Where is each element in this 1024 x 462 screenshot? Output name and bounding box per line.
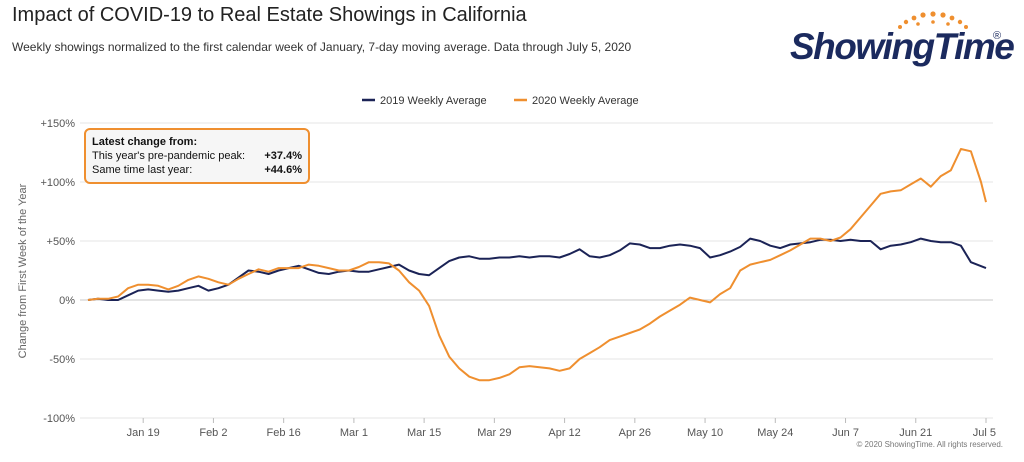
x-tick-label: Mar 1: [340, 427, 368, 439]
y-tick-label: +100%: [40, 177, 75, 189]
logo-sunburst-icon: [898, 11, 968, 29]
callout-row-label: This year's pre-pandemic peak:: [92, 150, 246, 162]
x-tick-label: Jun 21: [899, 427, 932, 439]
callout-row: This year's pre-pandemic peak: +37.4%: [92, 149, 302, 163]
callout-row-value: +37.4%: [264, 150, 302, 162]
showingtime-logo: ShowingTime ®: [790, 10, 1015, 72]
x-tick-label: Feb 2: [199, 427, 227, 439]
x-tick-label: May 24: [757, 427, 793, 439]
callout-row: Same time last year: +44.6%: [92, 163, 302, 177]
latest-change-callout: Latest change from: This year's pre-pand…: [84, 128, 310, 184]
legend-label: 2019 Weekly Average: [380, 95, 487, 107]
y-tick-label: -100%: [43, 413, 75, 425]
x-tick-label: Jan 19: [127, 427, 160, 439]
x-tick-label: Jun 7: [832, 427, 859, 439]
chart-subtitle: Weekly showings normalized to the first …: [12, 40, 632, 54]
x-tick-label: Apr 12: [548, 427, 580, 439]
logo-wordmark: ShowingTime: [790, 26, 1015, 67]
copyright-text: © 2020 ShowingTime. All rights reserved.: [856, 440, 1003, 449]
chart-legend: 2019 Weekly Average 2020 Weekly Average: [362, 95, 639, 107]
y-axis-ticks: +150% +100% +50% 0% -50% -100%: [40, 118, 75, 425]
logo-registered-mark: ®: [993, 30, 1002, 42]
y-tick-label: 0%: [59, 295, 75, 307]
chart-series: [87, 148, 987, 382]
x-tick-label: Mar 15: [407, 427, 441, 439]
x-axis-ticks: Jan 19 Feb 2 Feb 16 Mar 1 Mar 15 Mar 29 Apr 12…: [127, 418, 996, 439]
x-tick-label: May 10: [687, 427, 723, 439]
x-tick-label: Feb 16: [267, 427, 301, 439]
chart-title: Impact of COVID-19 to Real Estate Showin…: [12, 4, 527, 26]
series-2019-line: [87, 237, 987, 301]
x-tick-label: Mar 29: [477, 427, 511, 439]
callout-row-value: +44.6%: [264, 164, 302, 176]
legend-label: 2020 Weekly Average: [532, 95, 639, 107]
callout-row-label: Same time last year:: [92, 164, 193, 176]
x-tick-label: Jul 5: [973, 427, 996, 439]
y-axis-title: Change from First Week of the Year: [17, 183, 29, 358]
x-tick-label: Apr 26: [619, 427, 651, 439]
callout-heading: Latest change from:: [92, 136, 198, 148]
y-tick-label: +150%: [40, 118, 75, 130]
series-2020-line: [87, 148, 987, 382]
y-tick-label: +50%: [47, 236, 76, 248]
y-tick-label: -50%: [49, 354, 75, 366]
